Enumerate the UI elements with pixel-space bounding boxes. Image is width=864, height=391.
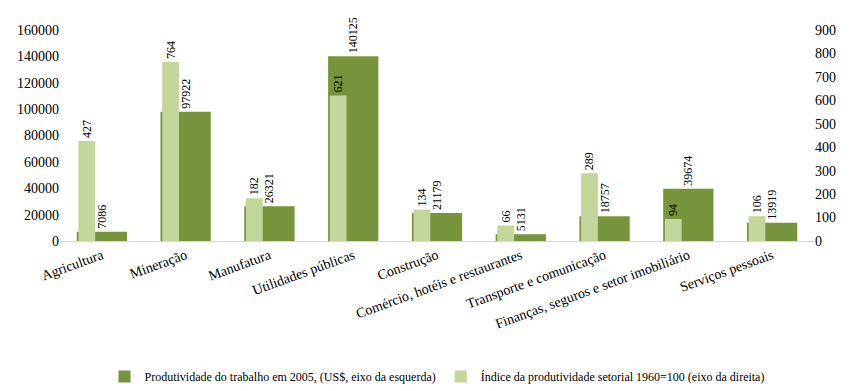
svg-text:Mineração: Mineração <box>128 247 189 282</box>
svg-text:182: 182 <box>247 177 261 195</box>
svg-text:Índice da produtividade setori: Índice da produtividade setorial 1960=10… <box>481 370 765 384</box>
svg-text:100000: 100000 <box>17 102 59 117</box>
svg-text:21179: 21179 <box>430 181 444 211</box>
svg-text:5131: 5131 <box>514 207 528 231</box>
svg-text:Agricultura: Agricultura <box>40 247 107 283</box>
svg-text:800: 800 <box>815 46 836 61</box>
svg-text:26321: 26321 <box>262 173 276 203</box>
svg-text:Produtividade do trabalho em 2: Produtividade do trabalho em 2005, (US$,… <box>145 370 436 384</box>
svg-text:140125: 140125 <box>346 17 360 53</box>
svg-text:60000: 60000 <box>24 155 59 170</box>
svg-text:300: 300 <box>815 164 836 179</box>
svg-text:18757: 18757 <box>598 183 612 213</box>
svg-text:94: 94 <box>666 204 680 216</box>
svg-text:900: 900 <box>815 23 836 38</box>
svg-text:764: 764 <box>164 41 178 59</box>
svg-text:427: 427 <box>80 120 94 138</box>
svg-text:Finanças, seguros e setor imob: Finanças, seguros e setor imobiliário <box>493 247 691 331</box>
svg-text:40000: 40000 <box>24 181 59 196</box>
svg-text:Manufatura: Manufatura <box>206 247 273 284</box>
svg-text:Serviços pessoais: Serviços pessoais <box>678 247 776 295</box>
svg-text:140000: 140000 <box>17 49 59 64</box>
svg-text:97922: 97922 <box>179 79 193 109</box>
svg-text:400: 400 <box>815 140 836 155</box>
svg-text:289: 289 <box>582 152 596 170</box>
svg-text:600: 600 <box>815 93 836 108</box>
svg-text:20000: 20000 <box>24 208 59 223</box>
svg-text:80000: 80000 <box>24 128 59 143</box>
svg-text:66: 66 <box>499 211 513 223</box>
svg-text:Transporte e comunicação: Transporte e comunicação <box>465 247 608 311</box>
svg-text:200: 200 <box>815 187 836 202</box>
svg-text:Construção: Construção <box>375 247 440 283</box>
svg-text:39674: 39674 <box>681 156 695 186</box>
svg-text:Utilidades públicas: Utilidades públicas <box>250 247 356 298</box>
svg-text:13919: 13919 <box>765 190 779 220</box>
svg-text:0: 0 <box>52 234 59 249</box>
svg-text:7086: 7086 <box>95 205 109 229</box>
svg-text:0: 0 <box>815 234 822 249</box>
svg-text:621: 621 <box>331 74 345 92</box>
svg-text:700: 700 <box>815 70 836 85</box>
svg-text:160000: 160000 <box>17 23 59 38</box>
svg-text:120000: 120000 <box>17 76 59 91</box>
svg-text:500: 500 <box>815 117 836 132</box>
svg-text:Comércio, hotéis e restaurante: Comércio, hotéis e restaurantes <box>354 247 524 321</box>
svg-text:134: 134 <box>415 189 429 207</box>
svg-text:106: 106 <box>750 195 764 213</box>
svg-text:100: 100 <box>815 210 836 225</box>
